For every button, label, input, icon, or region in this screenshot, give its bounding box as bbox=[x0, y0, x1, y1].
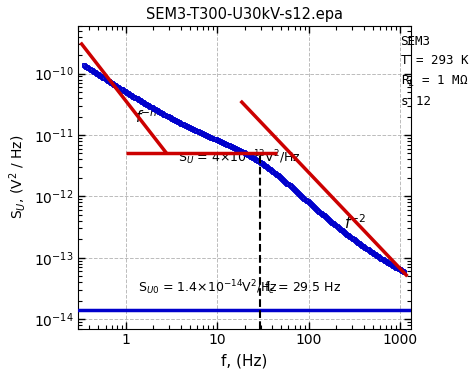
Text: SEM3
T = 293 K
R$_L$ = 1 MΩ
s 12: SEM3 T = 293 K R$_L$ = 1 MΩ s 12 bbox=[401, 35, 468, 108]
Title: SEM3-T300-U30kV-s12.epa: SEM3-T300-U30kV-s12.epa bbox=[146, 7, 343, 22]
Text: f$^{-2}$: f$^{-2}$ bbox=[344, 213, 366, 232]
Text: S$_{U0}$ = 1.4×10$^{-14}$V$^2$/Hz: S$_{U0}$ = 1.4×10$^{-14}$V$^2$/Hz bbox=[138, 278, 278, 297]
X-axis label: f, (Hz): f, (Hz) bbox=[221, 353, 267, 368]
Text: f$_c$ = 29.5 Hz: f$_c$ = 29.5 Hz bbox=[264, 280, 341, 296]
Text: S$_U$ = 4×10$^{-12}$V$^2$/Hz: S$_U$ = 4×10$^{-12}$V$^2$/Hz bbox=[178, 148, 300, 167]
Y-axis label: S$_U$, (V$^2$ / Hz): S$_U$, (V$^2$ / Hz) bbox=[7, 135, 28, 219]
Text: f$^{-n}$: f$^{-n}$ bbox=[135, 109, 157, 126]
